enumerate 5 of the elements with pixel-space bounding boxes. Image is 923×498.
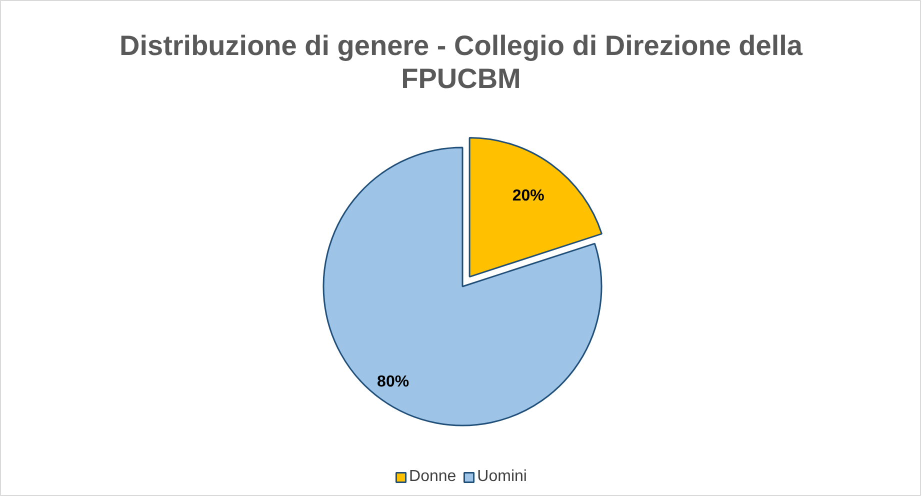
- data-label: 80%: [377, 374, 410, 391]
- chart-title: Distribuzione di genere - Collegio di Direzione della FPUCBM: [120, 30, 803, 94]
- legend-label: Donne: [409, 468, 456, 486]
- legend-label: Uomini: [477, 468, 527, 486]
- data-label: 20%: [512, 187, 544, 204]
